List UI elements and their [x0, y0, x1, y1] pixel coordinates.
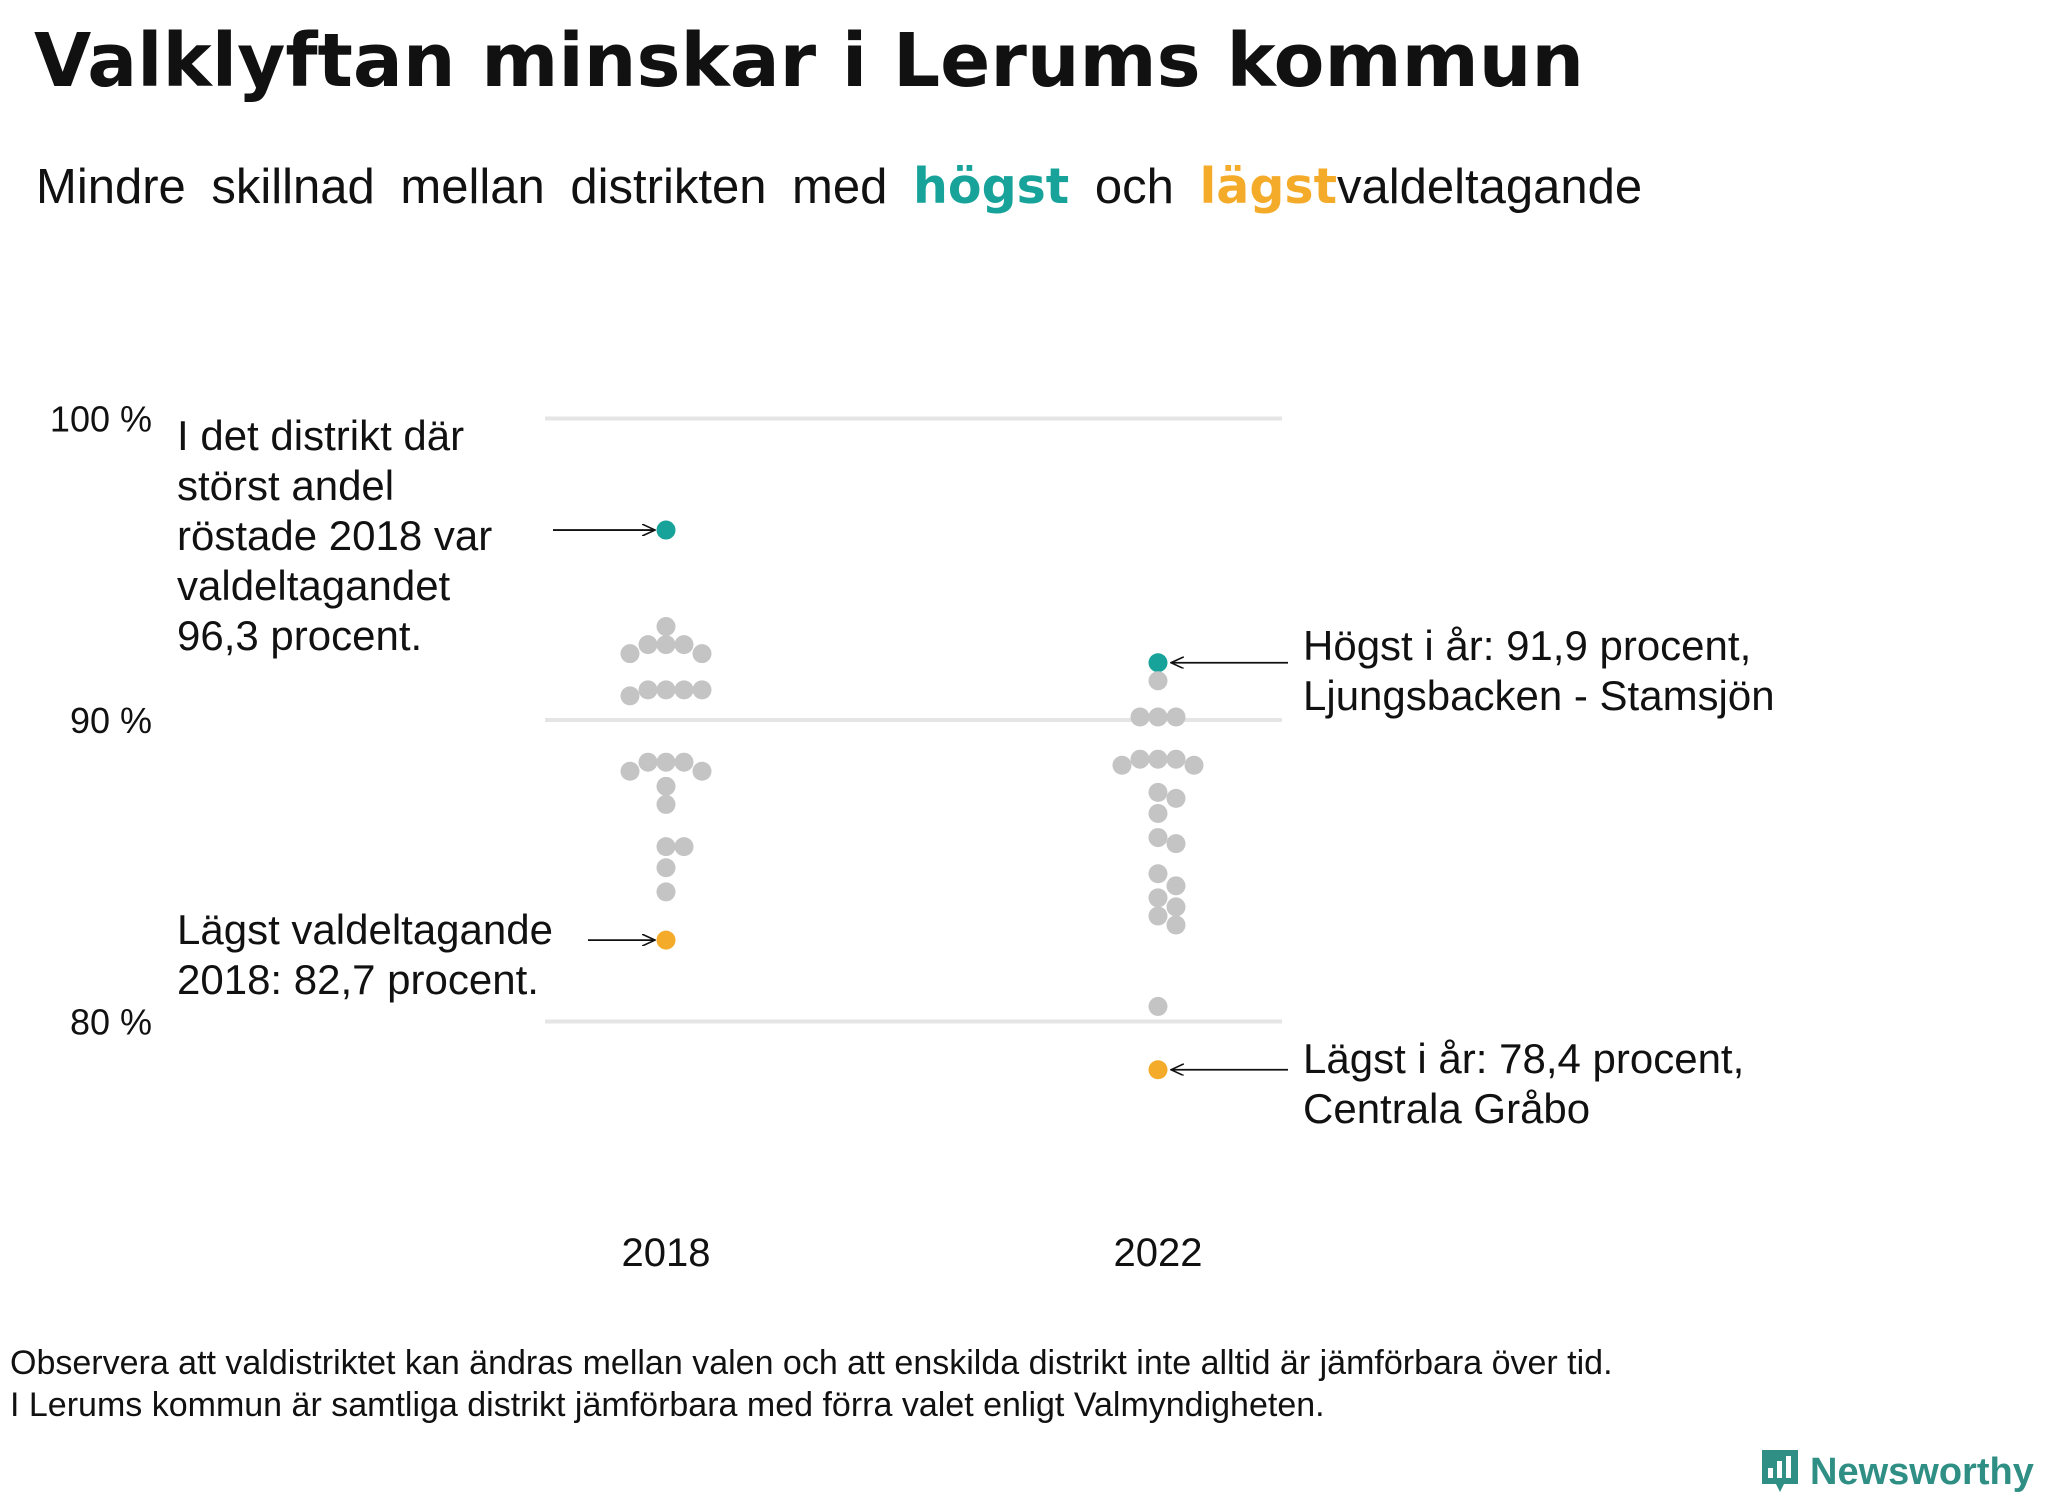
data-point	[674, 752, 694, 772]
annotation-low-2018: 2018: 82,7 procent.	[177, 956, 539, 1003]
data-point	[1148, 864, 1168, 884]
data-point	[620, 761, 640, 781]
chart-title: Valklyftan minskar i Lerums kommun	[34, 18, 1585, 104]
data-point	[656, 882, 676, 902]
data-point-high-2022	[1148, 653, 1168, 673]
data-point	[674, 680, 694, 700]
beeswarm-chart: 80 % 90 % 100 % 2018 2022 I det distrikt dä…	[50, 399, 1775, 1276]
data-point-low-2018	[656, 930, 676, 950]
y-tick-label: 90 %	[70, 700, 152, 741]
x-axis-ticks: 2018 2022	[622, 1231, 1203, 1275]
y-axis-ticks: 80 % 90 % 100 %	[50, 399, 152, 1043]
annotation-high-2022: Högst i år: 91,9 procent,	[1303, 622, 1751, 669]
data-point	[692, 644, 712, 664]
x-tick-label: 2022	[1114, 1231, 1203, 1275]
newsworthy-logo-icon	[1762, 1450, 1798, 1492]
annotation-low-2022: Centrala Gråbo	[1303, 1085, 1590, 1132]
data-point	[1166, 897, 1186, 917]
annotation-arrows	[553, 530, 1288, 1070]
annotation-low-2022: Lägst i år: 78,4 procent,	[1303, 1035, 1744, 1082]
data-point	[656, 837, 676, 857]
data-point	[1148, 671, 1168, 691]
data-point	[1130, 707, 1150, 727]
data-point	[1166, 834, 1186, 854]
data-point	[1130, 749, 1150, 769]
data-point	[656, 752, 676, 772]
data-point	[656, 635, 676, 655]
data-point	[1184, 755, 1204, 775]
data-point	[620, 686, 640, 706]
subtitle-part1: Mindre skillnad mellan distrikten med	[36, 160, 888, 214]
data-point	[1148, 888, 1168, 908]
brand-logo: Newsworthy	[1758, 1448, 2034, 1496]
annotation-low-2018: Lägst valdeltagande	[177, 906, 553, 953]
data-point	[1148, 996, 1168, 1016]
data-point-high-2018	[656, 520, 676, 540]
y-tick-label: 100 %	[50, 399, 152, 440]
data-point	[638, 635, 658, 655]
data-point	[1166, 788, 1186, 808]
brand-name: Newsworthy	[1810, 1450, 2034, 1493]
data-point	[638, 752, 658, 772]
subtitle-mid: och	[1094, 160, 1174, 214]
subtitle-low-word: lägst	[1199, 158, 1338, 215]
data-point	[1148, 707, 1168, 727]
annotation-high-2018: 96,3 procent.	[177, 612, 422, 659]
data-point-low-2022	[1148, 1060, 1168, 1080]
data-point	[674, 635, 694, 655]
data-point	[656, 617, 676, 637]
data-point	[692, 680, 712, 700]
data-point	[1148, 749, 1168, 769]
y-tick-label: 80 %	[70, 1002, 152, 1043]
data-point	[1166, 749, 1186, 769]
data-points	[620, 520, 1204, 1080]
data-point	[692, 761, 712, 781]
annotation-high-2018: störst andel	[177, 462, 394, 509]
chart-subtitle: Mindre skillnad mellan distrikten med hö…	[36, 158, 1642, 215]
footnote-line-2: I Lerums kommun är samtliga distrikt jäm…	[10, 1386, 1325, 1424]
data-point	[656, 680, 676, 700]
footnote: Observera att valdistriktet kan ändras m…	[10, 1342, 1613, 1426]
data-point	[674, 837, 694, 857]
data-point	[1148, 803, 1168, 823]
data-point	[1166, 876, 1186, 896]
data-point	[1166, 707, 1186, 727]
data-point	[1148, 906, 1168, 926]
annotation-high-2018: I det distrikt där	[177, 412, 464, 459]
subtitle-part2: valdeltagande	[1337, 160, 1643, 214]
data-point	[1148, 828, 1168, 848]
data-point	[656, 776, 676, 796]
data-point	[656, 794, 676, 814]
annotation-high-2022: Ljungsbacken - Stamsjön	[1303, 672, 1775, 719]
x-tick-label: 2018	[622, 1231, 711, 1275]
annotation-high-2018: valdeltagandet	[177, 562, 451, 609]
annotation-high-2018: röstade 2018 var	[177, 512, 492, 559]
data-point	[1148, 782, 1168, 802]
data-point	[638, 680, 658, 700]
data-point	[620, 644, 640, 664]
data-point	[656, 858, 676, 878]
data-point	[1112, 755, 1132, 775]
footnote-line-1: Observera att valdistriktet kan ändras m…	[10, 1344, 1613, 1382]
subtitle-high-word: högst	[913, 158, 1070, 215]
data-point	[1166, 915, 1186, 935]
